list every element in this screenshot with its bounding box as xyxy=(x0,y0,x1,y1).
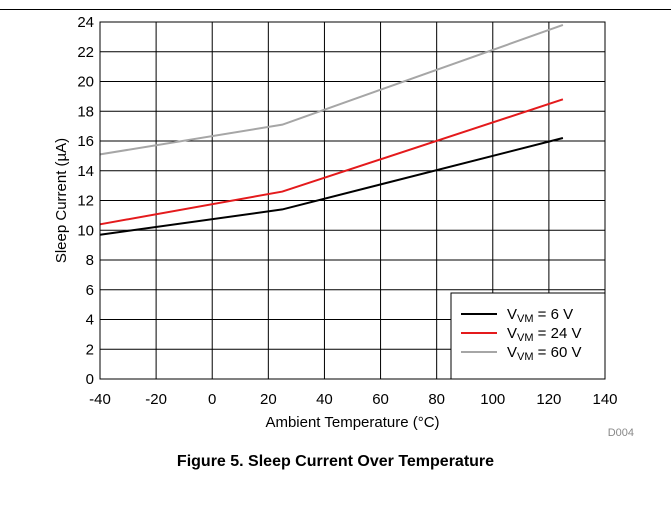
figure-id: D004 xyxy=(608,427,634,439)
legend-box xyxy=(450,292,606,380)
x-tick-label: 20 xyxy=(260,391,277,408)
x-axis-label: Ambient Temperature (°C) xyxy=(265,414,439,431)
x-tick-label: 120 xyxy=(536,391,561,408)
legend-label: VVM = 6 V xyxy=(507,306,573,325)
y-tick-label: 12 xyxy=(77,193,94,210)
y-axis-label: Sleep Current (µA) xyxy=(53,138,70,263)
x-tick-label: 100 xyxy=(480,391,505,408)
y-tick-label: 2 xyxy=(86,341,94,358)
y-tick-label: 8 xyxy=(86,252,94,269)
y-tick-label: 24 xyxy=(77,14,94,31)
y-tick-label: 16 xyxy=(77,133,94,150)
y-tick-label: 18 xyxy=(77,103,94,120)
y-tick-label: 14 xyxy=(77,163,94,180)
x-tick-label: 0 xyxy=(208,391,216,408)
top-rule xyxy=(0,9,671,10)
legend-label: VVM = 60 V xyxy=(507,344,581,363)
legend-label: VVM = 24 V xyxy=(507,325,581,344)
x-tick-label: -20 xyxy=(145,391,167,408)
x-tick-labels: -40 -20 0 20 40 60 80 100 120 140 xyxy=(89,391,617,408)
series-line xyxy=(99,98,564,226)
series-line xyxy=(99,24,564,156)
y-tick-label: 4 xyxy=(86,312,94,329)
y-tick-label: 22 xyxy=(77,44,94,61)
y-tick-label: 0 xyxy=(86,371,94,388)
series-lines xyxy=(99,24,564,236)
plot-frame xyxy=(99,21,606,380)
y-tick-label: 6 xyxy=(86,282,94,299)
x-tick-label: 40 xyxy=(316,391,333,408)
figure-caption: Figure 5. Sleep Current Over Temperature xyxy=(176,453,495,470)
x-tick-label: 80 xyxy=(428,391,445,408)
x-tick-label: -40 xyxy=(89,391,111,408)
x-tick-label: 60 xyxy=(372,391,389,408)
y-tick-label: 10 xyxy=(77,222,94,239)
y-tick-label: 20 xyxy=(77,74,94,91)
x-tick-label: 140 xyxy=(592,391,617,408)
series-line xyxy=(99,137,564,236)
